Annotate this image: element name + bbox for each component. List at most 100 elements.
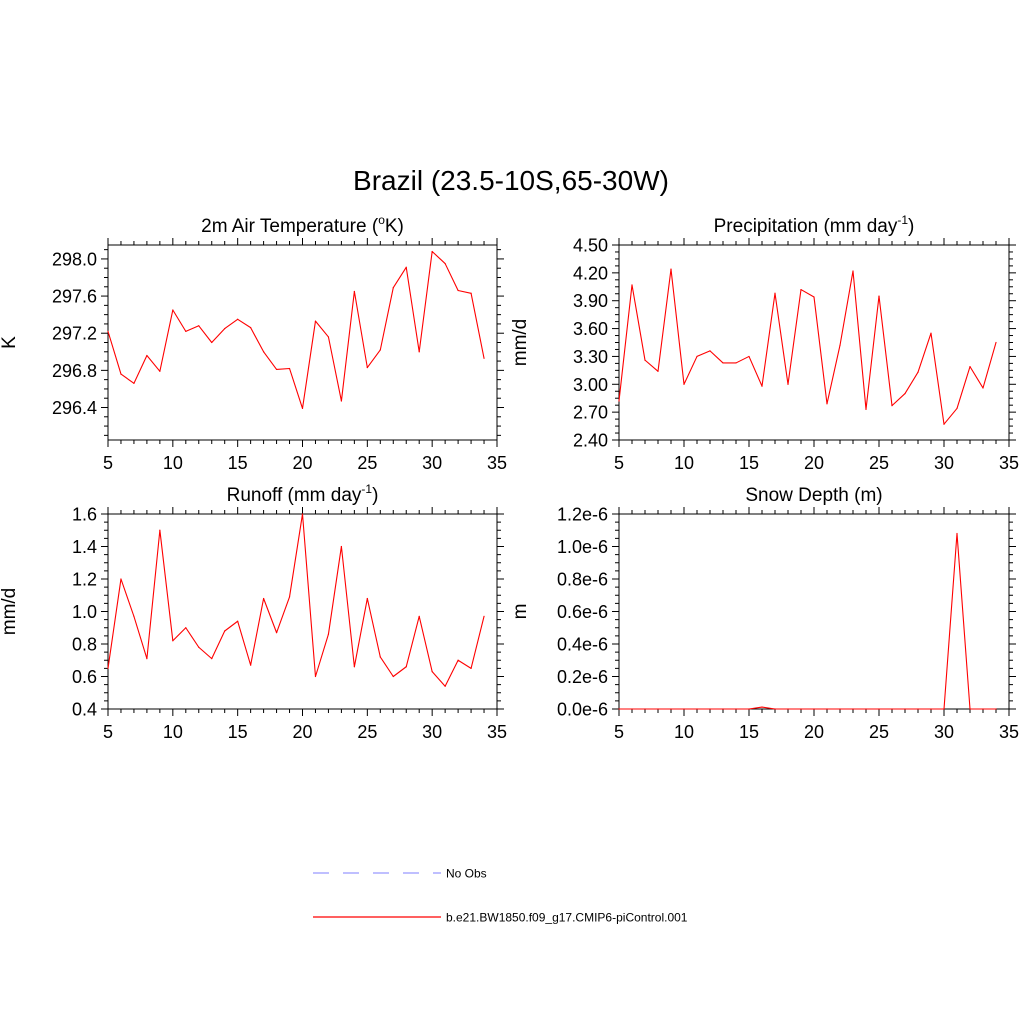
runoff-y-tick-label: 0.6	[72, 667, 97, 687]
runoff-x-tick-label: 20	[292, 722, 312, 742]
snow-depth-data-point	[696, 708, 698, 710]
runoff-x-tick-label: 5	[103, 722, 113, 742]
precipitation-data-point	[813, 296, 815, 298]
precipitation-data-point	[943, 423, 945, 425]
precipitation-data-point	[657, 370, 659, 372]
precipitation-y-tick-label: 3.60	[573, 319, 608, 339]
precipitation-data-point	[735, 362, 737, 364]
air-temperature-data-point	[107, 330, 109, 332]
snow-depth-data-point	[930, 708, 932, 710]
runoff-data-point	[431, 671, 433, 673]
figure-title: Brazil (23.5-10S,65-30W)	[353, 165, 669, 196]
air-temperature-data-point	[133, 382, 135, 384]
snow-depth-data-point	[774, 708, 776, 710]
precipitation-y-tick-label: 3.30	[573, 347, 608, 367]
precipitation-panel-title-rest: )	[908, 216, 914, 237]
precipitation-data-point	[748, 355, 750, 358]
air-temperature-data-point	[237, 318, 239, 320]
runoff-x-tick-label: 35	[487, 722, 507, 742]
snow-depth-data-point	[631, 708, 633, 710]
snow-depth-panel-title: Snow Depth (m)	[745, 485, 882, 506]
snow-depth-data-point	[683, 708, 685, 710]
snow-depth-data-point	[722, 708, 724, 710]
snow-depth-x-tick-label: 35	[999, 722, 1019, 742]
precipitation-x-tick-label: 5	[614, 453, 624, 473]
precipitation-panel-title-main: Precipitation (mm day	[714, 216, 898, 237]
runoff-y-tick-label: 0.8	[72, 635, 97, 655]
precipitation-y-tick-label: 4.50	[573, 236, 608, 256]
precipitation-data-point	[618, 400, 620, 402]
air-temperature-data-point	[353, 290, 355, 293]
snow-depth-data-point	[618, 708, 620, 710]
snow-depth-data-point	[852, 708, 854, 710]
snow-depth-data-point	[761, 706, 763, 708]
snow-depth-data-point	[904, 708, 906, 710]
runoff-x-tick-label: 30	[422, 722, 442, 742]
runoff-data-point	[405, 666, 407, 668]
snow-depth-data-point	[787, 708, 789, 710]
air-temperature-data-point	[224, 327, 226, 330]
runoff-data-point	[353, 666, 355, 668]
precipitation-data-point	[631, 284, 633, 286]
runoff-data-point	[418, 615, 420, 617]
runoff-data-point	[263, 597, 265, 600]
precipitation-data-point	[774, 292, 776, 294]
runoff-data-point	[470, 667, 472, 669]
snow-depth-x-tick-label: 30	[934, 722, 954, 742]
snow-depth-plot-frame	[618, 513, 1010, 710]
precipitation-data-point	[722, 362, 724, 364]
precipitation-data-point	[696, 355, 698, 358]
precipitation-y-tick-label: 3.90	[573, 291, 608, 311]
air-temperature-data-point	[159, 370, 161, 372]
air-temperature-data-point	[250, 327, 252, 329]
snow-depth-data-point	[748, 708, 750, 710]
snow-depth-x-tick-label: 10	[674, 722, 694, 742]
precipitation-data-point	[982, 387, 984, 389]
legend-label-1: b.e21.BW1850.f09_g17.CMIP6-piControl.001	[446, 911, 688, 925]
precipitation-x-tick-label: 25	[869, 453, 889, 473]
runoff-panel-title-superscript: -1	[361, 482, 372, 496]
air-temperature-y-tick-label: 296.4	[52, 398, 97, 418]
air-temperature-data-point	[327, 336, 330, 338]
snow-depth-y-tick-label: 0.8e-6	[557, 570, 608, 590]
air-temperature-data-point	[418, 351, 420, 353]
precipitation-data-point	[787, 383, 789, 385]
snow-depth-panel-title-main: Snow Depth (m)	[745, 485, 882, 506]
air-temperature-y-axis-label: K	[0, 336, 20, 349]
air-temperature-data-point	[120, 373, 122, 375]
precipitation-panel-title: Precipitation (mm day-1)	[714, 213, 915, 237]
precipitation-data-point	[865, 408, 867, 410]
air-temperature-data-point	[431, 250, 433, 253]
snow-depth-y-tick-label: 1.2e-6	[557, 505, 608, 525]
precipitation-data-point	[761, 385, 763, 387]
precipitation-y-tick-label: 2.70	[573, 403, 608, 423]
runoff-y-tick-label: 1.2	[72, 570, 97, 590]
air-temperature-panel-title-rest: K)	[385, 216, 404, 237]
runoff-data-point	[211, 658, 213, 660]
runoff-data-point	[146, 658, 148, 660]
precipitation-data-point	[917, 371, 919, 373]
runoff-data-point	[340, 545, 342, 548]
runoff-data-point	[444, 685, 446, 687]
precipitation-x-tick-label: 10	[674, 453, 694, 473]
runoff-panel-title-main: Runoff (mm day	[227, 485, 362, 506]
precipitation-panel-title-superscript: -1	[897, 213, 908, 227]
runoff-data-point	[314, 675, 317, 678]
runoff-data-point	[133, 615, 135, 617]
snow-depth-y-tick-label: 0.4e-6	[557, 635, 608, 655]
runoff-data-point	[301, 513, 304, 515]
runoff-x-tick-label: 10	[163, 722, 183, 742]
snow-depth-data-point	[995, 708, 997, 710]
runoff-data-point	[366, 597, 368, 600]
precipitation-data-point	[709, 350, 711, 352]
runoff-data-point	[224, 630, 226, 632]
air-temperature-x-tick-label: 30	[422, 453, 442, 473]
precipitation-plot-frame	[618, 244, 1010, 441]
runoff-y-axis-label: mm/d	[0, 588, 20, 636]
snow-depth-data-point	[800, 708, 802, 710]
panel-precipitation: 5 10 15 20 25 30 35 2.40 2.70 3.00 3.30 3.60 3.90 4.2…	[510, 213, 1019, 473]
precipitation-y-tick-label: 3.00	[573, 375, 608, 395]
precipitation-x-tick-label: 30	[934, 453, 954, 473]
runoff-data-point	[457, 659, 459, 661]
runoff-y-tick-label: 1.6	[72, 505, 97, 525]
